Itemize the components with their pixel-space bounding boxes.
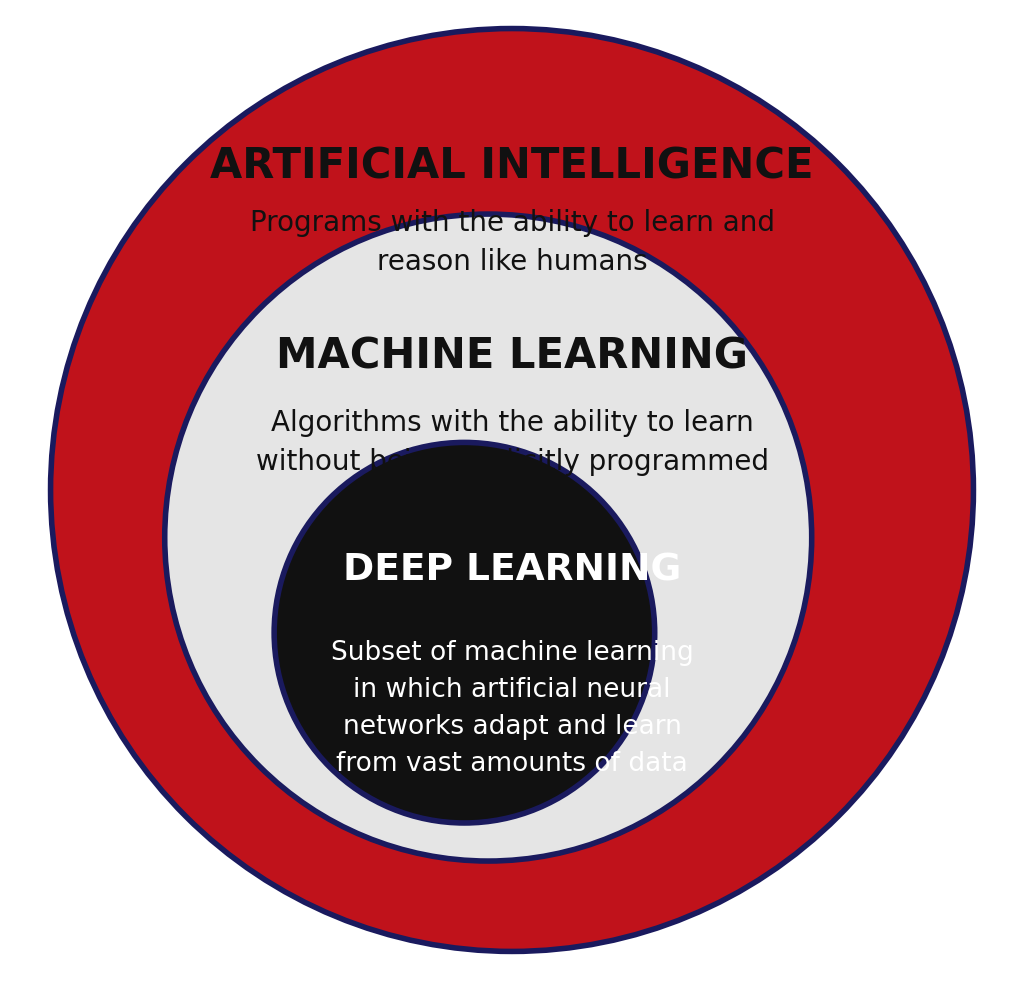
Text: Algorithms with the ability to learn
without being explicitly programmed: Algorithms with the ability to learn wit…	[256, 409, 768, 476]
Text: MACHINE LEARNING: MACHINE LEARNING	[276, 336, 748, 378]
Text: Programs with the ability to learn and
reason like humans: Programs with the ability to learn and r…	[250, 209, 774, 276]
Text: DEEP LEARNING: DEEP LEARNING	[343, 552, 681, 588]
Circle shape	[50, 29, 974, 951]
Text: ARTIFICIAL INTELLIGENCE: ARTIFICIAL INTELLIGENCE	[210, 146, 814, 188]
Text: Subset of machine learning
in which artificial neural
networks adapt and learn
f: Subset of machine learning in which arti…	[331, 640, 693, 777]
Circle shape	[274, 443, 654, 823]
Circle shape	[165, 214, 812, 861]
